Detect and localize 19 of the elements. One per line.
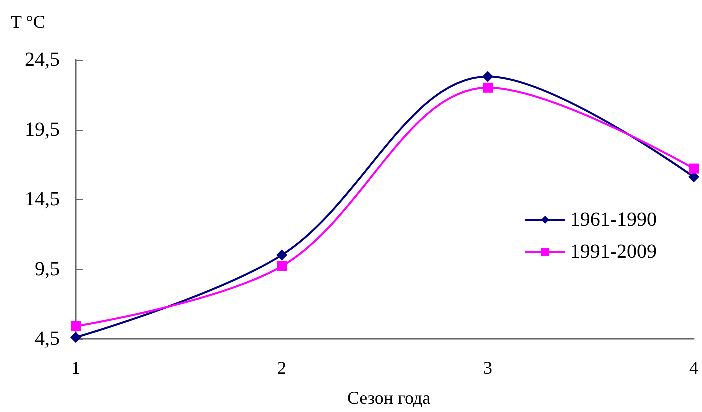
y-tick-label: 4,5 bbox=[35, 328, 60, 350]
y-tick-label: 24,5 bbox=[25, 49, 60, 71]
x-tick-label: 4 bbox=[690, 358, 698, 378]
x-axis-title: Сезон года bbox=[347, 388, 431, 408]
legend-label: 1961-1990 bbox=[570, 209, 658, 231]
x-tick-label: 3 bbox=[484, 358, 492, 378]
point bbox=[482, 71, 494, 82]
legend-label: 1991-2009 bbox=[570, 241, 658, 263]
point bbox=[689, 164, 699, 174]
y-tick-label: 9,5 bbox=[35, 258, 60, 280]
x-tick-label: 1 bbox=[72, 358, 80, 378]
point bbox=[277, 261, 287, 272]
point bbox=[276, 250, 288, 261]
point bbox=[71, 321, 81, 332]
y-tick-label: 14,5 bbox=[25, 188, 60, 210]
y-tick-label: 19,5 bbox=[25, 118, 60, 141]
x-tick-label: 2 bbox=[278, 358, 286, 378]
y-axis-title: T °C bbox=[11, 12, 46, 32]
point bbox=[483, 82, 493, 93]
